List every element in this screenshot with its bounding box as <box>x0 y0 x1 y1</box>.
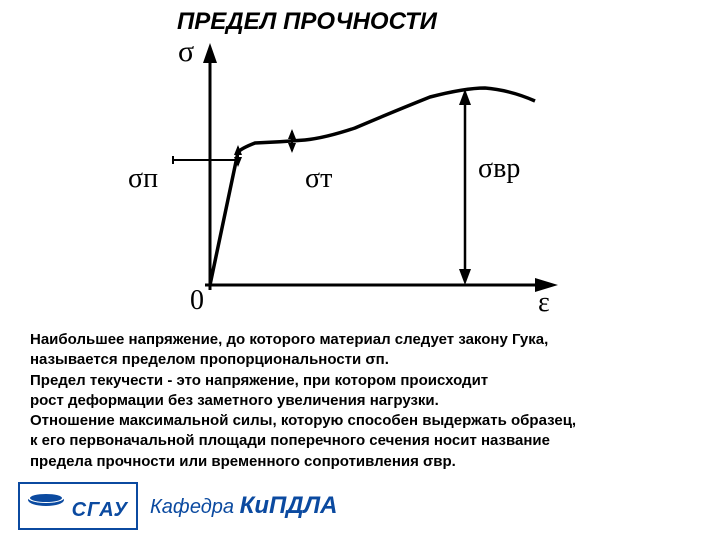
origin-label: 0 <box>190 285 204 317</box>
sigma-vr-label: σвр <box>478 153 520 185</box>
para-line: Отношение максимальной силы, которую спо… <box>30 411 690 431</box>
para-line: Предел текучести - это напряжение, при к… <box>30 371 690 391</box>
sigma-t-label: σт <box>305 163 332 195</box>
para-line: рост деформации без заметного увеличения… <box>30 391 690 411</box>
para-line: называется пределом пропорциональности σ… <box>30 350 690 370</box>
para-line: предела прочности или временного сопроти… <box>30 452 690 472</box>
sgau-logo: СГАУ <box>18 482 138 530</box>
para-line: Наибольшее напряжение, до которого матер… <box>30 330 690 350</box>
footer: СГАУ Кафедра КиПДЛА <box>18 482 337 530</box>
logo-text: СГАУ <box>72 499 128 522</box>
dept-prefix: Кафедра <box>150 496 240 518</box>
sigma-p-label: σп <box>128 163 158 195</box>
para-line: к его первоначальной площади поперечного… <box>30 431 690 451</box>
description-text: Наибольшее напряжение, до которого матер… <box>30 330 690 472</box>
dept-name: КиПДЛА <box>240 492 338 519</box>
x-axis-label: ε <box>538 287 550 319</box>
department-label: Кафедра КиПДЛА <box>150 492 337 520</box>
wing-icon <box>26 488 66 508</box>
page-title: ПРЕДЕЛ ПРОЧНОСТИ <box>177 8 437 36</box>
y-axis-label: σ <box>178 35 194 69</box>
stress-strain-diagram: σ ε 0 σп σт σвр <box>130 35 570 325</box>
